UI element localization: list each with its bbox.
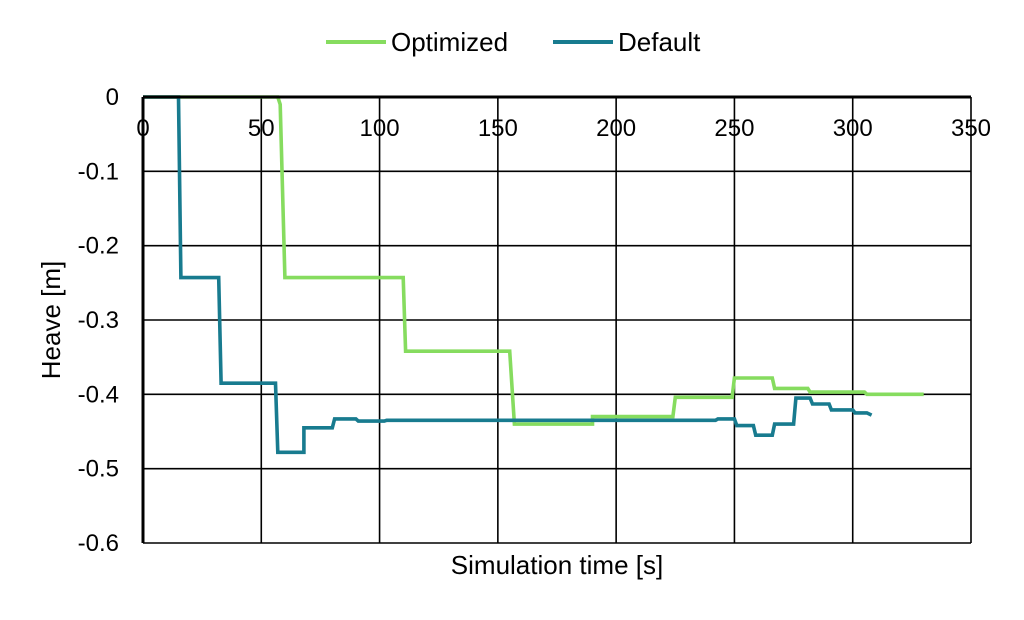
x-tick-label-350: 350: [951, 115, 991, 142]
series-line-optimized: [143, 95, 924, 426]
y-tick-label-6: -0.6: [78, 530, 119, 557]
legend: Optimized Default: [326, 27, 701, 57]
grid-layer: [143, 97, 972, 544]
series-layer: [143, 95, 924, 455]
x-tick-label-300: 300: [833, 115, 873, 142]
series-line-default: [143, 95, 873, 455]
legend-label-default: Default: [618, 27, 701, 57]
x-tick-label-200: 200: [596, 115, 636, 142]
y-tick-label-2: -0.2: [78, 233, 119, 260]
y-tick-label-5: -0.5: [78, 456, 119, 483]
x-tick-label-250: 250: [714, 115, 754, 142]
x-tick-label-150: 150: [478, 115, 518, 142]
axis-layer: [141, 95, 971, 543]
y-axis-title: Heave [m]: [36, 261, 66, 380]
x-axis-title: Simulation time [s]: [451, 550, 663, 580]
x-tick-label-100: 100: [360, 115, 400, 142]
y-tick-label-3: -0.3: [78, 307, 119, 334]
y-tick-label-1: -0.1: [78, 158, 119, 185]
x-tick-label-50: 50: [248, 115, 275, 142]
legend-label-optimized: Optimized: [391, 27, 508, 57]
y-tick-label-0: 0: [106, 84, 119, 111]
y-tick-label-4: -0.4: [78, 381, 119, 408]
tick-label-layer: 0 50 100 150 200 250 300 350 0 -0.1 -0.2 -0.3 -0.4 -0…: [78, 84, 991, 557]
x-tick-label-0: 0: [136, 115, 149, 142]
